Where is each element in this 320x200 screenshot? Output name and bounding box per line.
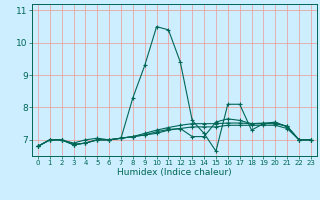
X-axis label: Humidex (Indice chaleur): Humidex (Indice chaleur): [117, 168, 232, 177]
